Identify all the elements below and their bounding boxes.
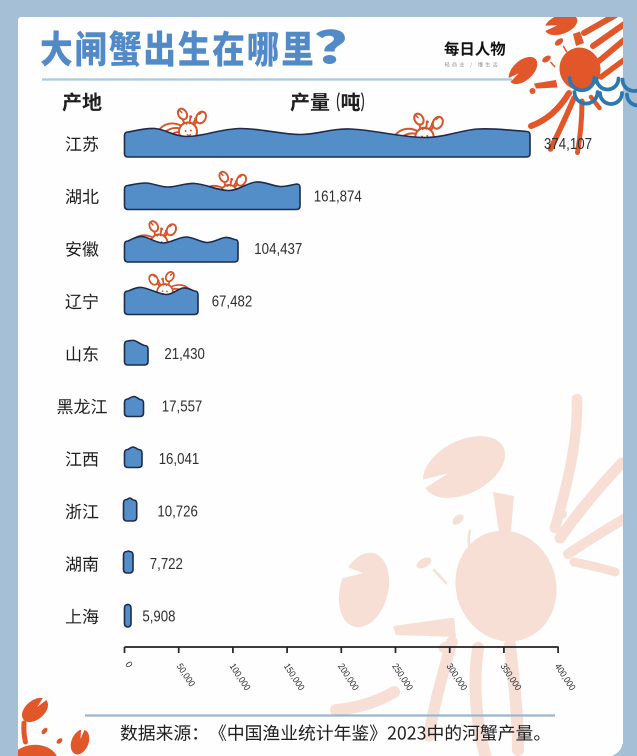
svg-text:17,557: 17,557: [162, 398, 203, 415]
svg-text:374,107: 374,107: [544, 136, 592, 153]
svg-text:0: 0: [123, 660, 134, 670]
svg-text:161,874: 161,874: [314, 188, 362, 205]
svg-text:10,726: 10,726: [157, 503, 198, 520]
svg-text:7,722: 7,722: [150, 556, 183, 573]
svg-text:5,908: 5,908: [142, 608, 175, 625]
svg-text:67,482: 67,482: [212, 293, 253, 310]
svg-text:16,041: 16,041: [159, 451, 200, 468]
svg-text:21,430: 21,430: [164, 346, 205, 363]
svg-text:104,437: 104,437: [254, 241, 302, 258]
